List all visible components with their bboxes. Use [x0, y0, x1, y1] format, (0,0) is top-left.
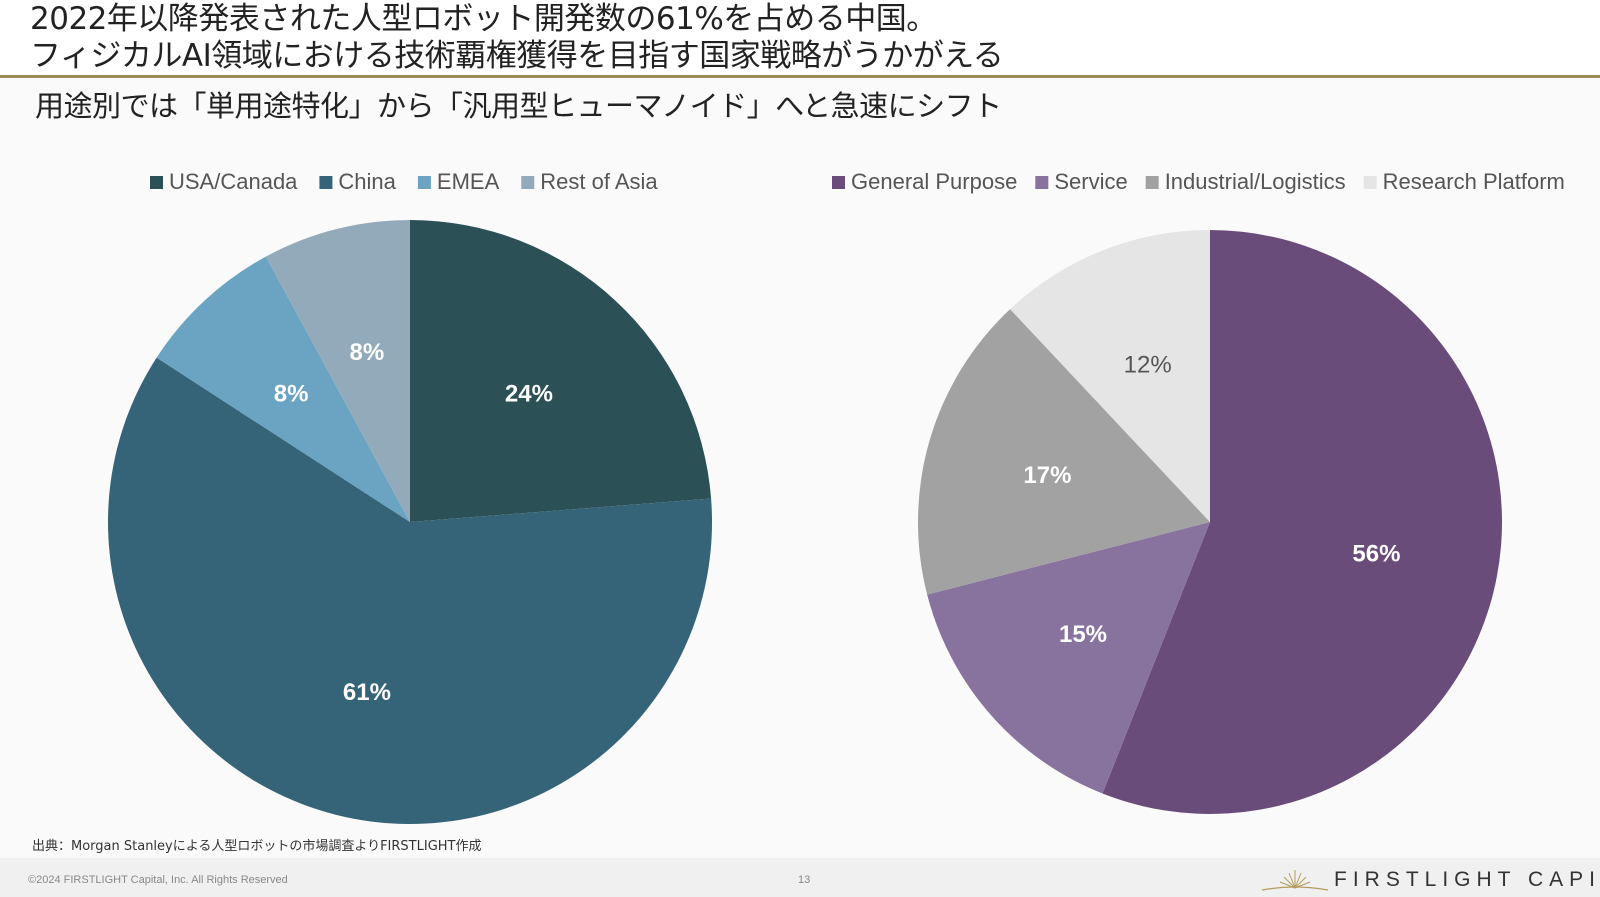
- legend-swatch-rest-of-asia: [521, 176, 535, 189]
- legend-swatch-emea: [417, 176, 431, 189]
- data-label-service: 15%: [1059, 621, 1107, 648]
- data-label-research-platform: 12%: [1124, 352, 1172, 379]
- legend-label-emea: EMEA: [437, 169, 500, 194]
- pie-slice-emea: [156, 256, 410, 522]
- pie-slice-china: [108, 357, 713, 825]
- data-label-usa-canada: 24%: [505, 380, 553, 407]
- pie-slice-industrial-logistics: [917, 309, 1210, 595]
- pie-slice-usa-canada: [410, 220, 712, 522]
- pie-slice-research-platform: [1010, 230, 1210, 522]
- source-note: 出典：Morgan Stanleyによる人型ロボットの市場調査よりFIRSTLI…: [32, 839, 482, 854]
- pie-slice-service: [927, 522, 1210, 794]
- title-area: 2022年以降発表された人型ロボット開発数の61%を占める中国。 フィジカルAI…: [0, 0, 1600, 78]
- page-title-line-1: 2022年以降発表された人型ロボット開発数の61%を占める中国。: [30, 1, 937, 37]
- footer-bar: [0, 858, 1600, 897]
- legend-label-china: China: [338, 169, 396, 194]
- data-label-industrial-logistics: 17%: [1023, 462, 1071, 489]
- legend-label-general-purpose: General Purpose: [851, 169, 1017, 194]
- pie-slice-rest-of-asia: [265, 220, 410, 522]
- page-subtitle: 用途別では「単用途特化」から「汎用型ヒューマノイド」へと急速にシフト: [35, 89, 1002, 123]
- legend-swatch-general-purpose: [832, 176, 845, 189]
- brand: FIRSTLIGHT CAPITAL: [1260, 866, 1600, 894]
- legend-label-research-platform: Research Platform: [1383, 169, 1565, 194]
- legend-label-usa-canada: USA/Canada: [169, 169, 298, 194]
- sunrise-logo-icon: [1261, 870, 1329, 891]
- page-title-line-2: フィジカルAI領域における技術覇権獲得を目指す国家戦略がうかがえる: [30, 38, 1004, 74]
- data-label-general-purpose: 56%: [1352, 541, 1400, 568]
- legend-label-industrial-logistics: Industrial/Logistics: [1165, 169, 1346, 194]
- legend-label-rest-of-asia: Rest of Asia: [540, 169, 658, 194]
- legend-swatch-china: [319, 176, 333, 189]
- page-number: 13: [798, 874, 811, 886]
- data-label-china: 61%: [343, 679, 391, 706]
- copyright-text: ©2024 FIRSTLIGHT Capital, Inc. All Right…: [28, 874, 288, 886]
- legend-swatch-research-platform: [1363, 176, 1377, 189]
- legend-swatch-industrial-logistics: [1145, 176, 1159, 189]
- legend-label-service: Service: [1054, 169, 1127, 194]
- data-label-rest-of-asia: 8%: [350, 339, 385, 366]
- brand-name: FIRSTLIGHT CAPITAL: [1334, 868, 1600, 891]
- pie-charts: 24% 61% 8% 8% USA/Canada China EMEA Rest of Asi…: [108, 169, 1565, 825]
- legend-swatch-service: [1035, 176, 1049, 189]
- pie-slice-general-purpose: [1102, 230, 1503, 815]
- data-label-emea: 8%: [274, 380, 309, 407]
- legend-swatch-usa-canada: [150, 176, 163, 189]
